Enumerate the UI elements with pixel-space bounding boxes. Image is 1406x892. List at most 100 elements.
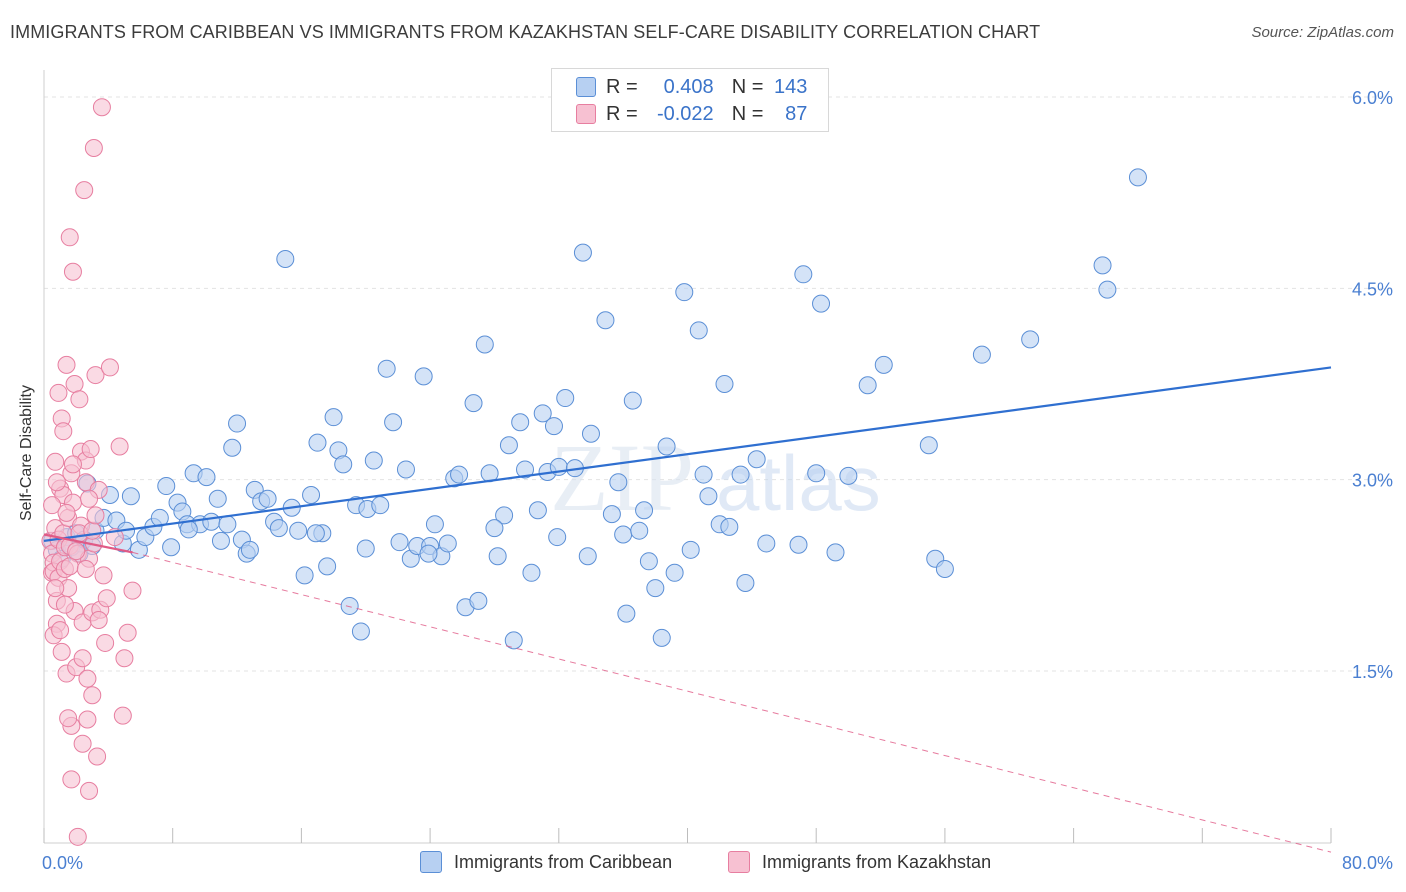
point-caribbean [340, 596, 359, 615]
point-caribbean [617, 604, 636, 623]
point-caribbean [689, 321, 708, 340]
point-caribbean [157, 477, 176, 496]
point-caribbean [639, 552, 658, 571]
point-caribbean [289, 521, 308, 540]
point-kazakhstan [60, 228, 79, 247]
point-caribbean [121, 487, 140, 506]
point-kazakhstan [54, 422, 73, 441]
y-tick-label: 6.0% [1352, 88, 1393, 108]
point-caribbean [533, 404, 552, 423]
point-caribbean [390, 533, 409, 552]
point-kazakhstan [92, 98, 111, 117]
point-caribbean [919, 436, 938, 455]
point-kazakhstan [123, 581, 142, 600]
point-caribbean [384, 413, 403, 432]
point-kazakhstan [78, 669, 97, 688]
point-caribbean [504, 631, 523, 650]
point-kazakhstan [65, 375, 84, 393]
point-caribbean [364, 451, 383, 470]
point-kazakhstan [67, 542, 86, 561]
point-caribbean [1021, 330, 1040, 349]
point-caribbean [623, 391, 642, 410]
point-caribbean [218, 515, 237, 534]
x-tick-label: 80.0% [1342, 853, 1393, 873]
point-kazakhstan [88, 747, 107, 766]
legend-r-value: -0.022 [656, 102, 714, 125]
legend-swatch-kazakhstan [728, 851, 750, 873]
point-kazakhstan [78, 710, 97, 729]
point-caribbean [228, 414, 247, 433]
point-kazakhstan [73, 734, 92, 753]
point-caribbean [581, 424, 600, 443]
point-caribbean [794, 265, 813, 284]
point-kazakhstan [57, 503, 76, 522]
point-kazakhstan [62, 770, 81, 789]
legend-item-caribbean[interactable]: Immigrants from Caribbean [420, 851, 672, 873]
point-kazakhstan [86, 366, 105, 385]
point-kazakhstan [68, 827, 87, 846]
point-caribbean [202, 512, 221, 531]
y-tick-label: 1.5% [1352, 662, 1393, 682]
point-kazakhstan [84, 139, 103, 158]
legend-r-label: R = [606, 75, 638, 98]
point-kazakhstan [51, 621, 70, 640]
point-caribbean [556, 389, 575, 408]
point-caribbean [419, 544, 438, 563]
legend-row-kazakhstan: R = -0.022 N = 87 [576, 101, 807, 127]
point-caribbean [356, 539, 375, 558]
point-caribbean [414, 367, 433, 386]
point-caribbean [715, 375, 734, 393]
point-caribbean [295, 566, 314, 585]
point-caribbean [789, 535, 808, 554]
point-kazakhstan [83, 521, 102, 540]
point-caribbean [495, 506, 514, 525]
point-caribbean [488, 547, 507, 566]
point-caribbean [807, 464, 826, 483]
point-caribbean [223, 438, 242, 457]
point-kazakhstan [118, 623, 137, 642]
point-kazakhstan [83, 686, 102, 705]
point-caribbean [302, 485, 321, 504]
legend-swatch-caribbean [576, 77, 596, 97]
trend-layer [43, 366, 1332, 853]
label-layer: 1.5% 3.0% 4.5% 6.0% 0.0% 80.0% [42, 88, 1393, 873]
source-label: Source: ZipAtlas.com [1251, 24, 1394, 41]
point-caribbean [972, 345, 991, 364]
point-caribbean [162, 538, 181, 557]
point-kazakhstan [96, 633, 115, 652]
point-caribbean [396, 460, 415, 479]
point-caribbean [736, 573, 755, 592]
grid-layer [44, 96, 1392, 672]
legend-row-caribbean: R = 0.408 N = 143 [576, 74, 807, 100]
point-caribbean [596, 311, 615, 330]
point-kazakhstan [49, 383, 68, 402]
point-caribbean [826, 543, 845, 562]
point-caribbean [377, 359, 396, 378]
point-caribbean [874, 355, 893, 374]
legend-swatch-caribbean [420, 851, 442, 873]
point-caribbean [197, 468, 216, 487]
point-kazakhstan [43, 496, 62, 515]
point-kazakhstan [86, 506, 105, 525]
point-kazakhstan [47, 473, 66, 492]
legend-n-value: 87 [785, 102, 808, 125]
legend-n-label: N = [731, 75, 764, 98]
point-kazakhstan [110, 437, 129, 456]
point-caribbean [731, 465, 750, 484]
point-caribbean [665, 563, 684, 582]
point-caribbean [630, 521, 649, 540]
point-kazakhstan [76, 559, 95, 578]
point-caribbean [438, 534, 457, 553]
point-kazakhstan [75, 181, 94, 200]
legend-r-label: R = [606, 102, 638, 125]
x-tick-label: 0.0% [42, 853, 83, 873]
y-axis-label: Self-Care Disability [18, 384, 35, 522]
point-caribbean [544, 417, 563, 436]
trendline-kazakhstan-extension [132, 551, 1332, 853]
point-caribbean [694, 465, 713, 484]
legend-item-kazakhstan[interactable]: Immigrants from Kazakhstan [728, 851, 991, 873]
y-tick-label: 3.0% [1352, 471, 1393, 491]
point-caribbean [208, 489, 227, 508]
point-kazakhstan [52, 642, 71, 661]
point-caribbean [464, 394, 483, 413]
